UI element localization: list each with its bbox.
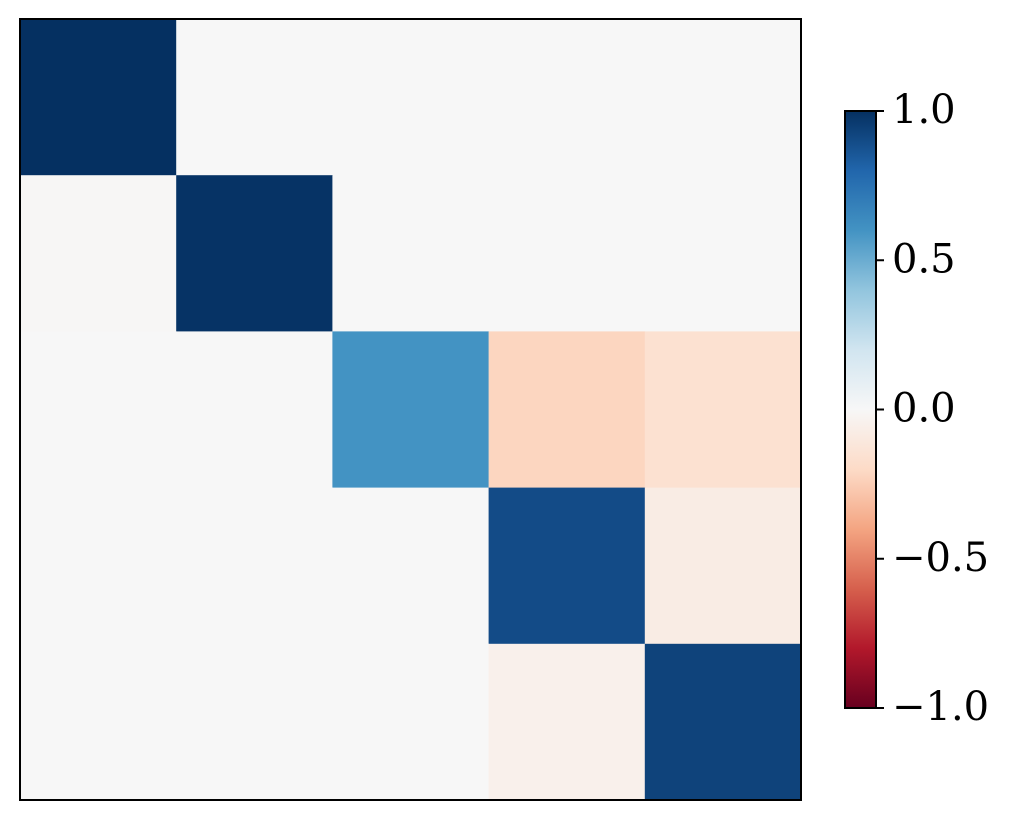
- colorbar-tick-label: 0.0: [892, 386, 956, 432]
- heatmap-cell: [488, 487, 646, 645]
- heatmap-cell: [332, 331, 490, 489]
- heatmap-cell: [332, 487, 490, 645]
- heatmap-cell: [332, 175, 490, 332]
- heatmap-cell: [176, 487, 333, 645]
- heatmap-cell: [644, 175, 802, 332]
- colorbar-tick-label: 1.0: [892, 87, 956, 133]
- heatmap-cell: [20, 331, 177, 489]
- heatmap-cell: [488, 643, 646, 801]
- heatmap-cell: [176, 175, 333, 332]
- heatmap-cell: [488, 19, 646, 176]
- heatmap-cell: [488, 331, 646, 489]
- heatmap-cell: [176, 643, 333, 801]
- heatmap-cell: [20, 175, 177, 332]
- heatmap-cell: [644, 643, 802, 801]
- colorbar-tick-label: 0.5: [892, 236, 956, 282]
- heatmap-cell: [332, 643, 490, 801]
- colorbar-tick-label: −1.0: [892, 684, 989, 730]
- heatmap-cell: [488, 175, 646, 332]
- heatmap-cell: [644, 19, 802, 176]
- heatmap-cell: [176, 331, 333, 489]
- colorbar-tick-label: −0.5: [892, 535, 989, 581]
- heatmap-cell: [644, 487, 802, 645]
- heatmap-cell: [644, 331, 802, 489]
- heatmap-cell: [332, 19, 490, 176]
- heatmap-cell: [20, 19, 177, 176]
- colorbar: [844, 110, 877, 709]
- plot-frame: [19, 18, 802, 801]
- heatmap-cell: [20, 487, 177, 645]
- heatmap-cell: [176, 19, 333, 176]
- heatmap-cell: [20, 643, 177, 801]
